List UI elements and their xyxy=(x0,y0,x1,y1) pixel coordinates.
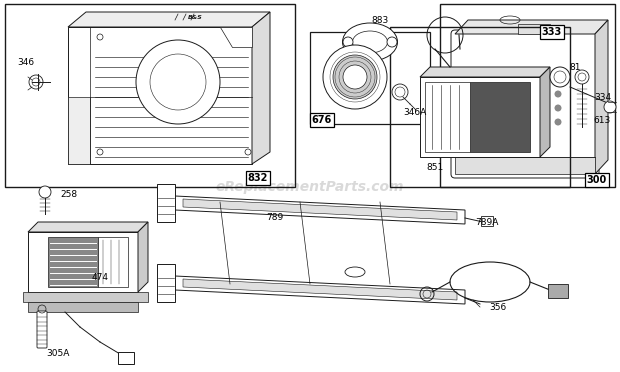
Text: 356: 356 xyxy=(489,302,507,311)
Text: 305A: 305A xyxy=(46,350,69,359)
Ellipse shape xyxy=(345,267,365,277)
Text: 613: 613 xyxy=(593,115,611,125)
Circle shape xyxy=(575,70,589,84)
Ellipse shape xyxy=(342,23,397,61)
Polygon shape xyxy=(220,27,252,47)
Text: 334: 334 xyxy=(594,93,611,102)
Text: 333: 333 xyxy=(542,27,562,37)
Polygon shape xyxy=(68,12,270,27)
Polygon shape xyxy=(175,276,465,304)
Polygon shape xyxy=(425,82,470,152)
Circle shape xyxy=(541,105,547,112)
Polygon shape xyxy=(481,216,493,226)
Polygon shape xyxy=(98,237,128,287)
Text: 883: 883 xyxy=(371,16,389,25)
Text: 81: 81 xyxy=(569,62,581,71)
Text: 300: 300 xyxy=(587,175,607,185)
Text: eReplacementParts.com: eReplacementParts.com xyxy=(216,180,404,194)
Circle shape xyxy=(387,37,397,47)
Polygon shape xyxy=(48,237,98,287)
Text: 474: 474 xyxy=(92,273,108,282)
FancyBboxPatch shape xyxy=(451,72,473,106)
Circle shape xyxy=(343,37,353,47)
Circle shape xyxy=(343,65,367,89)
Circle shape xyxy=(604,101,616,113)
FancyBboxPatch shape xyxy=(451,30,599,178)
Text: 851: 851 xyxy=(427,163,444,171)
Polygon shape xyxy=(420,77,540,157)
Polygon shape xyxy=(68,27,252,164)
Circle shape xyxy=(39,186,51,198)
Polygon shape xyxy=(157,184,175,222)
Polygon shape xyxy=(28,302,138,312)
Text: 789A: 789A xyxy=(475,218,498,227)
Circle shape xyxy=(526,77,533,83)
Polygon shape xyxy=(23,292,148,302)
Polygon shape xyxy=(28,232,138,292)
Circle shape xyxy=(554,119,562,125)
Circle shape xyxy=(554,90,562,97)
Polygon shape xyxy=(252,12,270,164)
Polygon shape xyxy=(157,264,175,302)
Polygon shape xyxy=(183,199,457,220)
FancyBboxPatch shape xyxy=(37,311,47,348)
Polygon shape xyxy=(518,24,550,34)
Polygon shape xyxy=(118,352,134,364)
Polygon shape xyxy=(68,97,90,164)
Circle shape xyxy=(136,40,220,124)
Polygon shape xyxy=(455,20,608,34)
Circle shape xyxy=(323,45,387,109)
Text: 258: 258 xyxy=(60,189,77,199)
Circle shape xyxy=(526,105,533,112)
Polygon shape xyxy=(420,67,550,77)
Circle shape xyxy=(541,119,547,125)
Circle shape xyxy=(554,105,562,112)
Polygon shape xyxy=(183,279,457,300)
Circle shape xyxy=(333,55,377,99)
Circle shape xyxy=(526,90,533,97)
Polygon shape xyxy=(28,222,148,232)
Text: B&S: B&S xyxy=(188,15,202,19)
Circle shape xyxy=(554,77,562,83)
Text: 832: 832 xyxy=(248,173,268,183)
Polygon shape xyxy=(175,196,465,224)
Text: 346: 346 xyxy=(17,58,35,67)
Ellipse shape xyxy=(353,31,388,53)
Polygon shape xyxy=(138,222,148,292)
Circle shape xyxy=(541,77,547,83)
Circle shape xyxy=(526,119,533,125)
Circle shape xyxy=(541,90,547,97)
Polygon shape xyxy=(470,82,530,152)
Text: 676: 676 xyxy=(312,115,332,125)
Polygon shape xyxy=(548,284,568,298)
Polygon shape xyxy=(595,20,608,174)
Polygon shape xyxy=(540,67,550,157)
Text: 346A: 346A xyxy=(404,108,427,116)
Circle shape xyxy=(550,67,570,87)
Polygon shape xyxy=(455,157,595,174)
Text: 789: 789 xyxy=(267,212,283,221)
